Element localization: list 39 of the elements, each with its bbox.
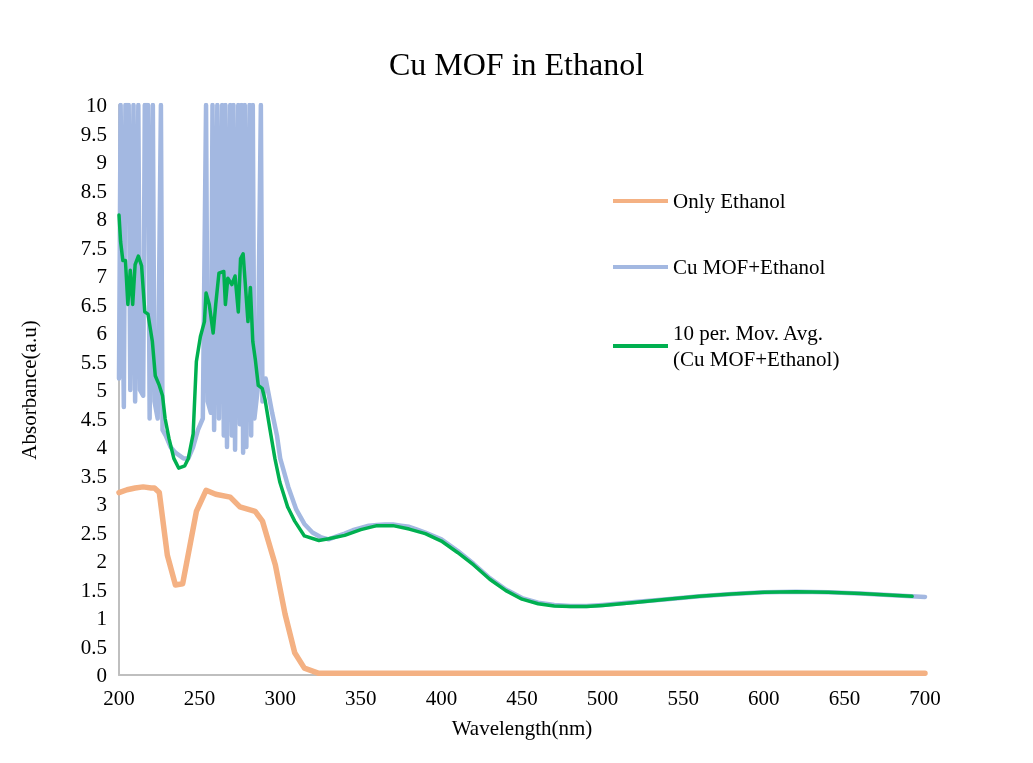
y-tick-label: 7.5: [80, 235, 107, 260]
chart-title: Cu MOF in Ethanol: [388, 46, 645, 82]
y-tick-label: 0: [96, 663, 107, 687]
y-tick-label: 2: [96, 549, 107, 573]
legend-label: 10 per. Mov. Avg. (Cu MOF+Ethanol): [673, 321, 840, 371]
y-tick-label: 10: [86, 93, 107, 117]
y-tick-label: 3.5: [80, 463, 107, 488]
x-tick-label: 650: [828, 685, 861, 710]
x-tick-label: 200: [103, 685, 135, 710]
y-tick-label: 4.5: [80, 406, 107, 431]
y-tick-label: 3: [96, 492, 107, 516]
y-tick-label: 1.5: [80, 577, 107, 602]
y-tick-label: 6: [96, 321, 107, 345]
y-axis-title: Absorbance(a.u): [16, 320, 41, 460]
x-tick-label: 500: [586, 685, 619, 710]
y-tick-label: 0.5: [80, 634, 107, 659]
x-tick-label: 400: [425, 685, 458, 710]
y-tick-label: 5.5: [80, 349, 107, 374]
x-tick-label: 350: [345, 685, 377, 710]
x-tick-label: 600: [748, 685, 780, 710]
x-axis-title: Wavelength(nm): [451, 715, 593, 740]
y-tick-label: 8.5: [80, 178, 107, 203]
y-tick-label: 9.5: [80, 121, 107, 146]
line-series: [117, 213, 914, 609]
y-tick-label: 4: [96, 435, 108, 459]
y-tick-label: 5: [96, 378, 107, 402]
x-tick-label: 450: [506, 685, 538, 710]
legend-label: Only Ethanol: [673, 189, 786, 213]
x-tick-label: 700: [909, 685, 941, 710]
y-tick-label: 1: [96, 606, 107, 630]
y-tick-label: 2.5: [80, 520, 107, 545]
x-tick-label: 300: [264, 685, 296, 710]
x-tick-label: 550: [667, 685, 699, 710]
y-tick-label: 9: [96, 150, 107, 174]
y-tick-label: 6.5: [80, 292, 107, 317]
y-tick-label: 7: [96, 264, 107, 288]
legend-label: Cu MOF+Ethanol: [673, 255, 826, 279]
y-tick-label: 8: [96, 207, 107, 231]
x-tick-label: 250: [183, 685, 216, 710]
